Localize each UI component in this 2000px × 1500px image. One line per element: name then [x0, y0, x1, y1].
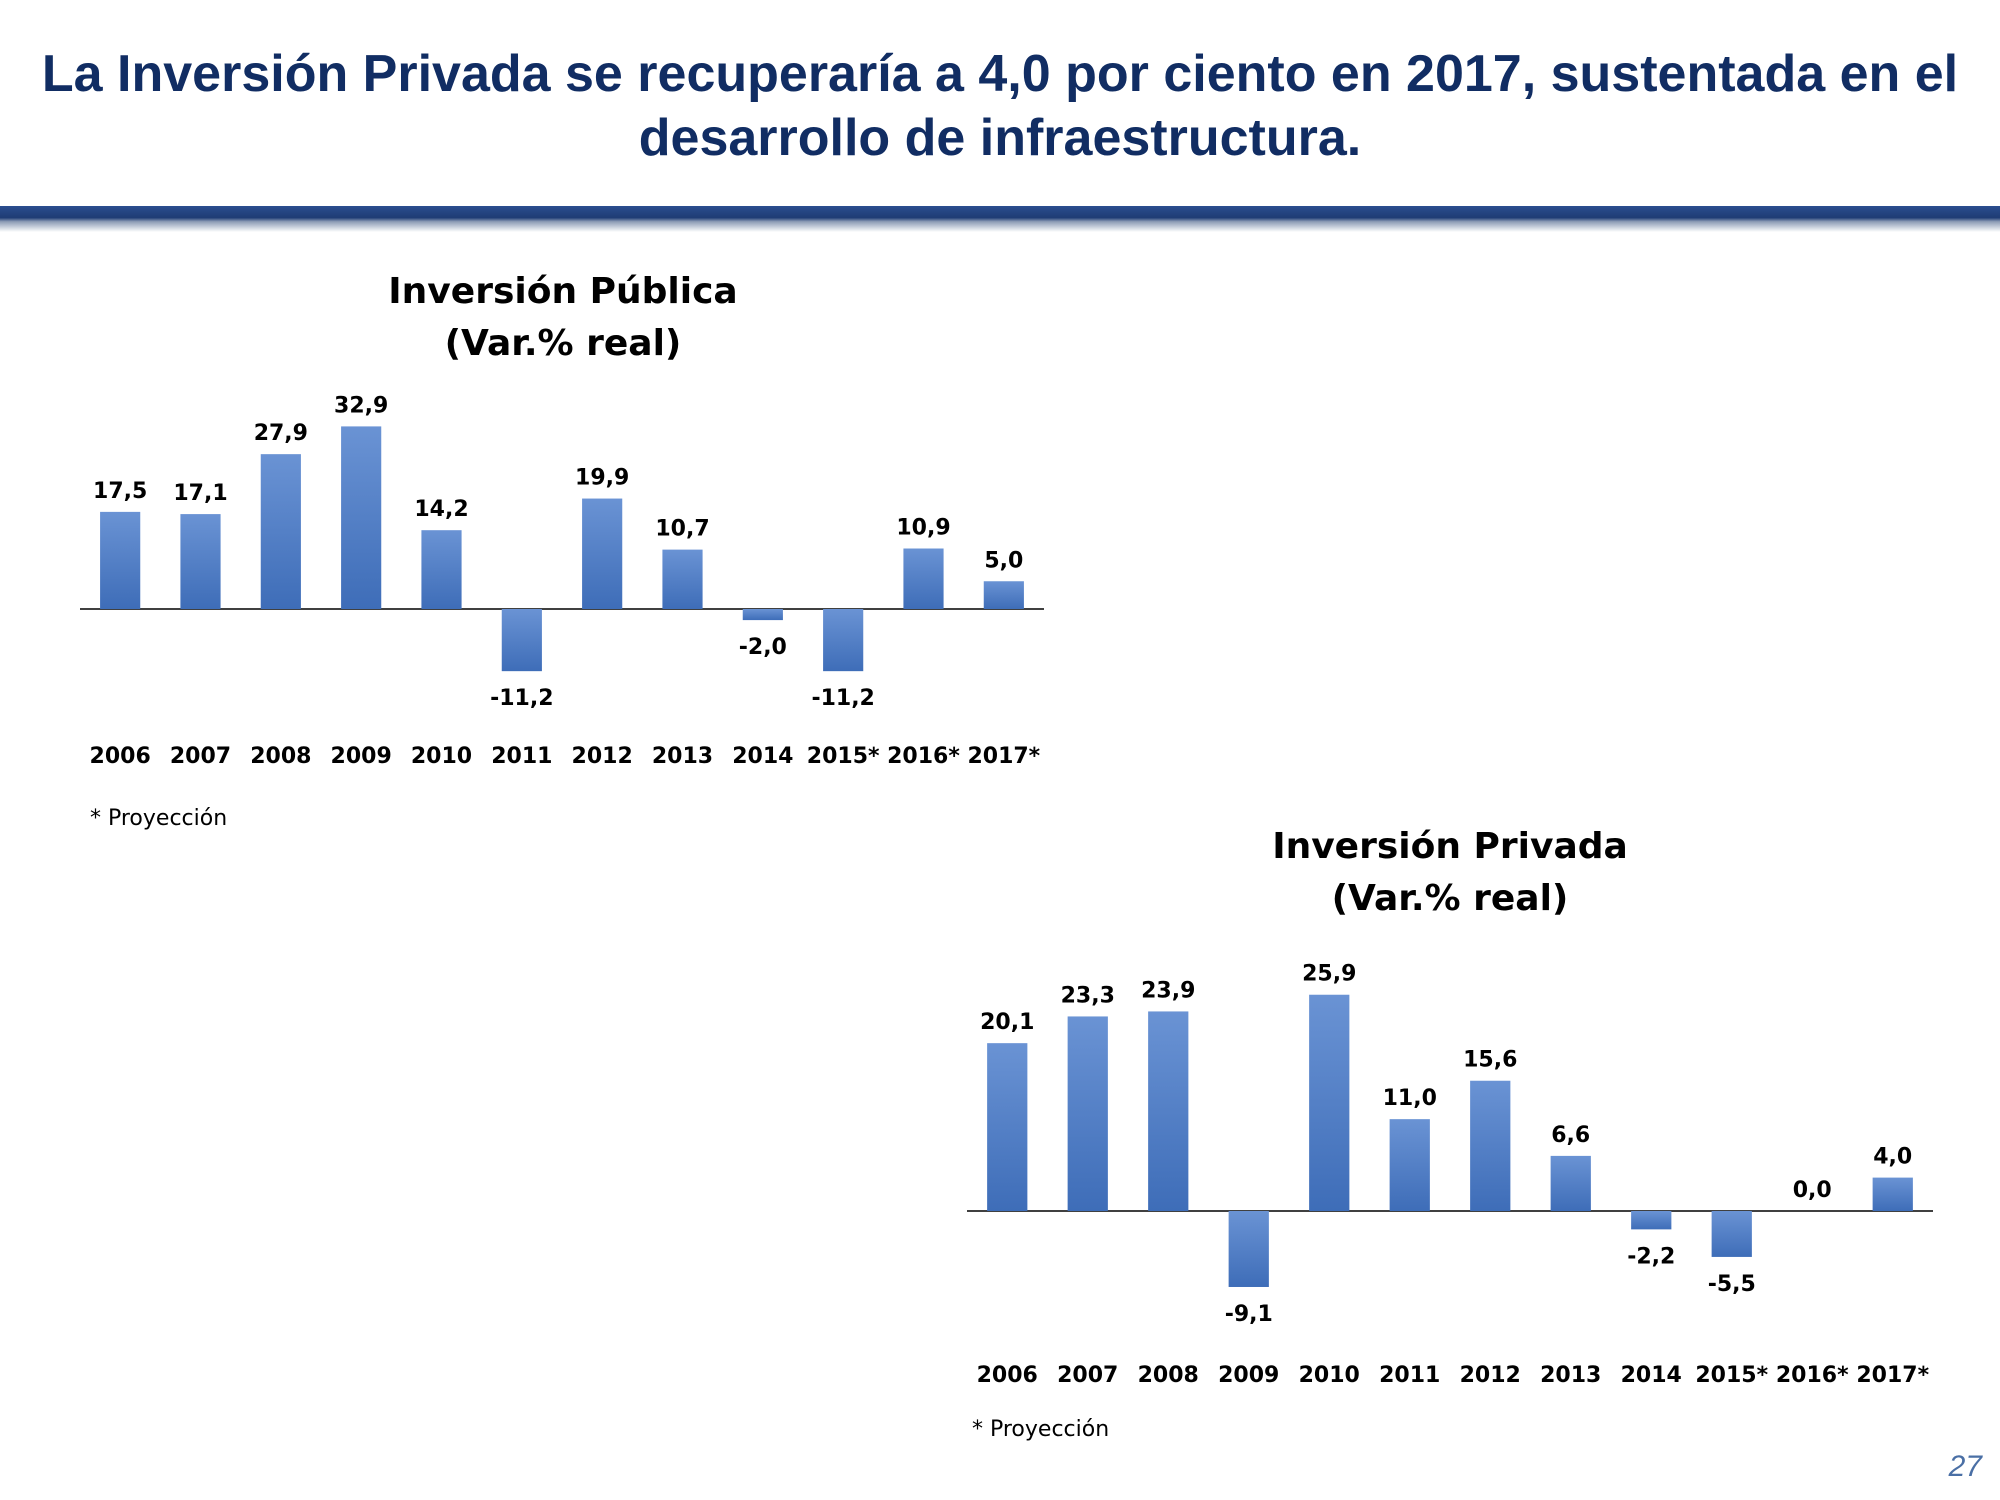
title-divider: [0, 206, 2000, 232]
bar: [1470, 1080, 1511, 1211]
data-label: 23,3: [1061, 983, 1115, 1008]
bar: [1309, 994, 1350, 1211]
category-label: 2011: [491, 744, 552, 769]
bar: [1631, 1211, 1672, 1230]
data-label: 6,6: [1551, 1123, 1590, 1148]
data-label: 17,1: [173, 481, 227, 506]
data-label: 14,2: [414, 497, 468, 522]
category-label: 2017*: [967, 744, 1040, 769]
projection-note-public: * Proyección: [90, 806, 228, 831]
chart-inversion-publica: Inversión Pública (Var.% real) 17,5 2006 17,…: [80, 271, 1044, 769]
chart-title-line: Inversión Pública: [388, 271, 737, 312]
bar: [1550, 1155, 1591, 1211]
category-label: 2008: [1138, 1363, 1199, 1388]
category-label: 2013: [1540, 1363, 1601, 1388]
category-label: 2007: [170, 744, 231, 769]
category-label: 2011: [1379, 1363, 1440, 1388]
data-label: 11,0: [1383, 1086, 1437, 1111]
bar: [100, 511, 141, 609]
bar: [1389, 1119, 1430, 1211]
data-label: 20,1: [980, 1010, 1034, 1035]
chart-title-line: (Var.% real): [1332, 878, 1569, 919]
chart-title-line: Inversión Privada: [1272, 826, 1628, 867]
data-label: -11,2: [490, 686, 553, 711]
data-label: 0,0: [1793, 1178, 1832, 1203]
bar: [421, 530, 462, 609]
bar: [823, 609, 864, 672]
bar: [903, 548, 944, 609]
category-label: 2012: [572, 744, 633, 769]
data-label: 10,9: [896, 516, 950, 541]
category-label: 2006: [90, 744, 151, 769]
data-label: 15,6: [1463, 1048, 1517, 1073]
data-label: 32,9: [334, 393, 388, 418]
category-label: 2016*: [1776, 1363, 1849, 1388]
category-label: 2006: [977, 1363, 1038, 1388]
chart-title-line: (Var.% real): [445, 323, 682, 364]
bar: [983, 581, 1024, 609]
projection-note-private: * Proyección: [972, 1417, 1110, 1442]
data-label: 5,0: [984, 548, 1023, 573]
data-label: 17,5: [93, 479, 147, 504]
data-label: -5,5: [1708, 1272, 1756, 1297]
category-label: 2014: [732, 744, 793, 769]
data-label: 4,0: [1873, 1145, 1912, 1170]
bar: [662, 549, 703, 609]
data-label: 27,9: [254, 421, 308, 446]
category-label: 2017*: [1856, 1363, 1929, 1388]
category-label: 2009: [331, 744, 392, 769]
bar: [501, 609, 542, 672]
category-label: 2013: [652, 744, 713, 769]
data-label: -2,2: [1627, 1244, 1675, 1269]
bar: [1228, 1211, 1269, 1287]
chart-inversion-privada: Inversión Privada (Var.% real) 20,1 2006 23,…: [967, 826, 1933, 1388]
bar: [1067, 1016, 1108, 1211]
bar: [180, 514, 221, 609]
page-number: 27: [1948, 1450, 1982, 1483]
category-label: 2007: [1057, 1363, 1118, 1388]
data-label: -2,0: [739, 635, 787, 660]
data-label: -11,2: [811, 686, 874, 711]
slide-title: La Inversión Privada se recuperaría a 4,…: [41, 45, 1959, 167]
data-label: -9,1: [1225, 1302, 1273, 1327]
data-label: 19,9: [575, 466, 629, 491]
category-label: 2008: [250, 744, 311, 769]
bar: [742, 609, 783, 621]
bar: [1872, 1177, 1913, 1211]
category-label: 2009: [1218, 1363, 1279, 1388]
category-label: 2010: [1299, 1363, 1360, 1388]
data-label: 23,9: [1141, 978, 1195, 1003]
category-label: 2010: [411, 744, 472, 769]
data-label: 10,7: [655, 517, 709, 542]
data-label: 25,9: [1302, 962, 1356, 987]
category-label: 2015*: [1695, 1363, 1768, 1388]
bar: [1148, 1011, 1189, 1211]
category-label: 2012: [1460, 1363, 1521, 1388]
category-label: 2015*: [807, 744, 880, 769]
bar: [987, 1043, 1028, 1211]
bar: [260, 454, 301, 609]
bar: [1711, 1211, 1752, 1257]
category-label: 2014: [1621, 1363, 1682, 1388]
bar: [341, 426, 382, 609]
category-label: 2016*: [887, 744, 960, 769]
bar: [582, 498, 623, 609]
